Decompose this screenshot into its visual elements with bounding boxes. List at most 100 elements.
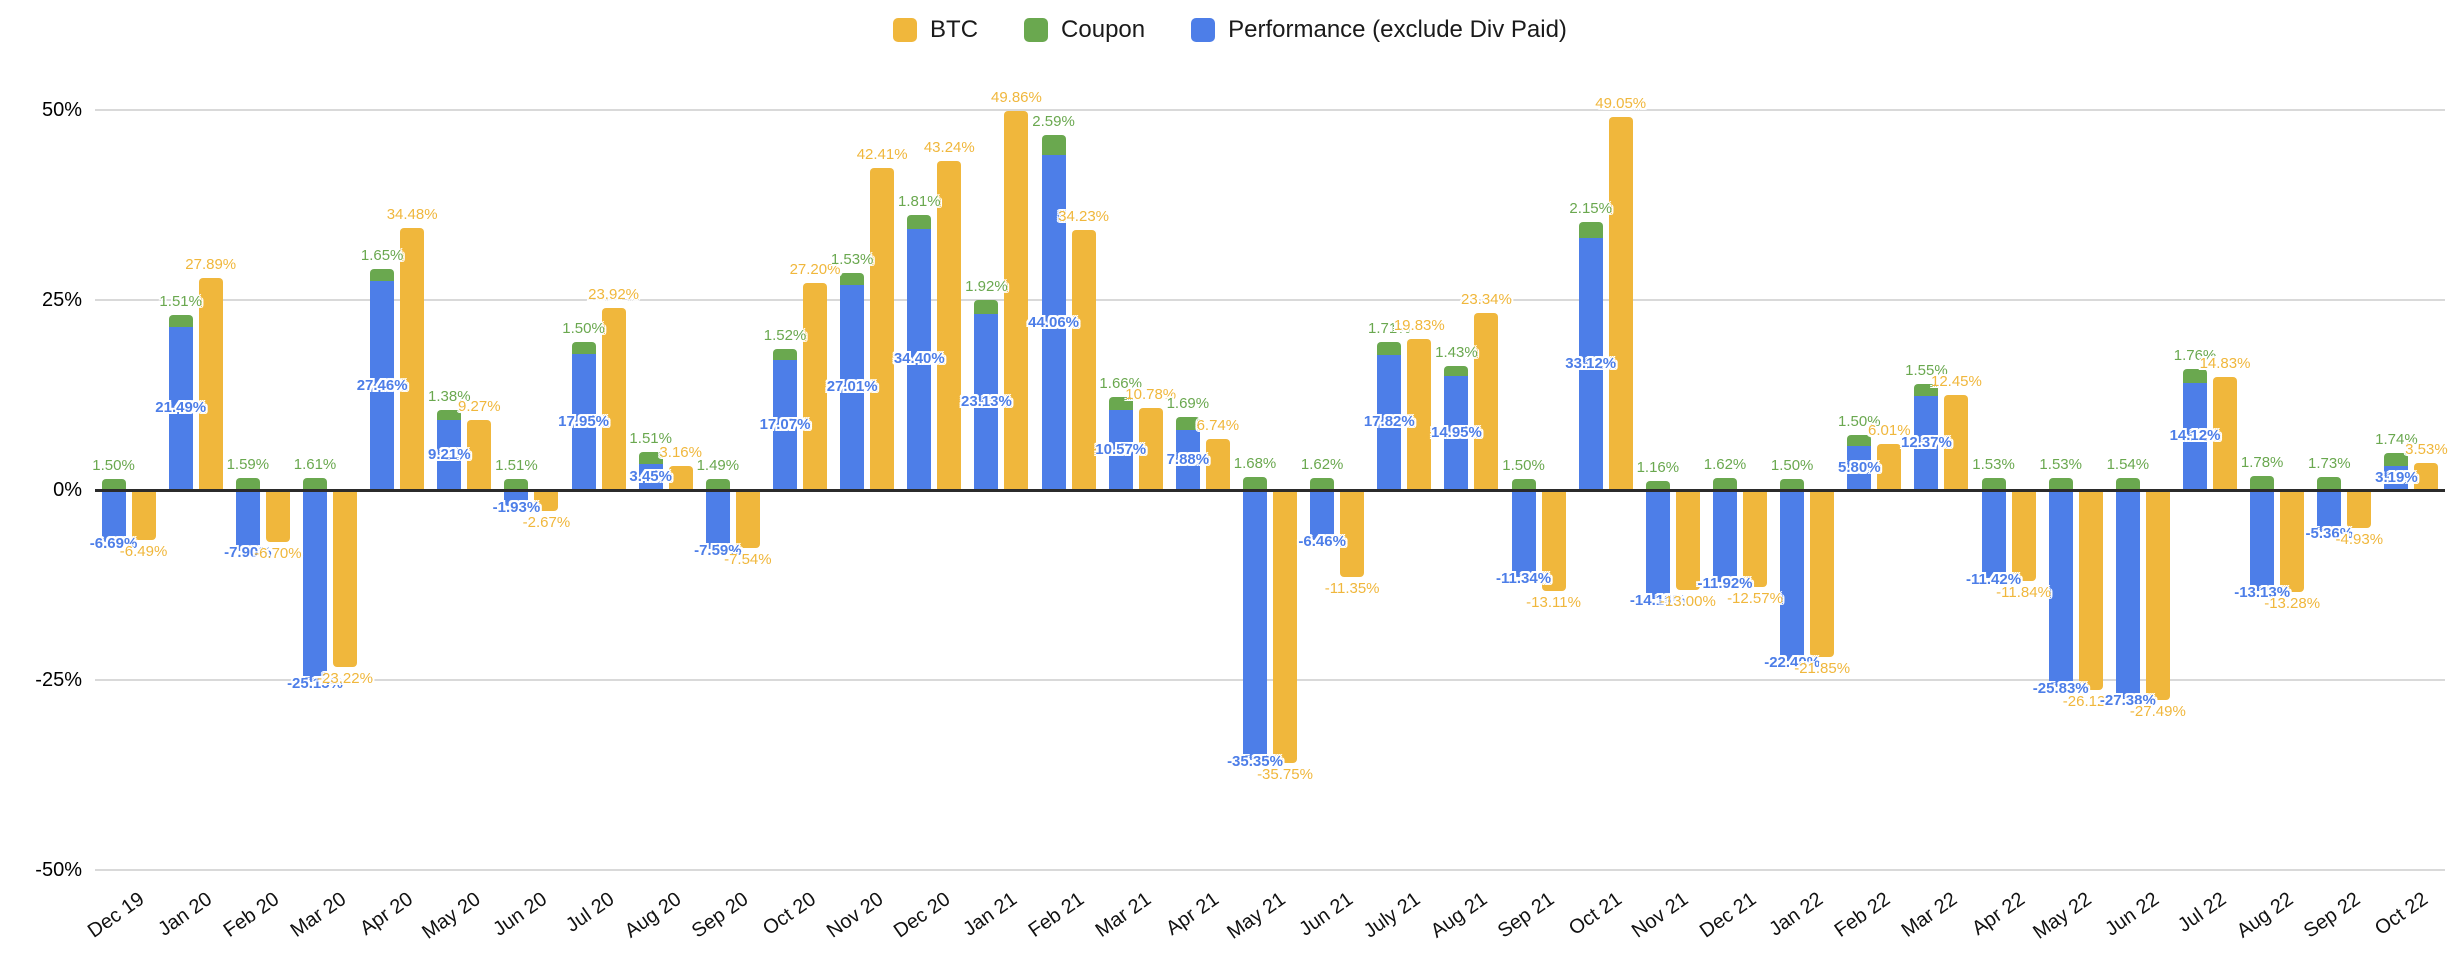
bar-btc[interactable]: [2414, 463, 2439, 490]
bar-performance[interactable]: [1713, 491, 1737, 582]
bar-performance[interactable]: [1578, 238, 1603, 490]
bar-coupon[interactable]: [1377, 341, 1402, 355]
bar-performance[interactable]: [907, 228, 932, 490]
bar-btc[interactable]: [1071, 229, 1096, 490]
bar-btc[interactable]: [1205, 438, 1230, 490]
bar-coupon[interactable]: [1175, 417, 1200, 431]
bar-coupon[interactable]: [504, 478, 529, 490]
bar-coupon[interactable]: [168, 315, 193, 327]
bar-performance[interactable]: [1175, 430, 1200, 490]
bar-coupon[interactable]: [2250, 476, 2275, 490]
bar-btc[interactable]: [803, 283, 827, 490]
bar-coupon[interactable]: [907, 214, 932, 229]
bar-performance[interactable]: [773, 360, 797, 490]
bar-coupon[interactable]: [370, 268, 395, 282]
bar-performance[interactable]: [2250, 491, 2275, 591]
bar-coupon[interactable]: [235, 477, 260, 490]
bar-btc[interactable]: [198, 278, 223, 490]
bar-btc[interactable]: [735, 491, 760, 549]
bar-performance[interactable]: [303, 491, 327, 683]
bar-performance[interactable]: [1310, 491, 1335, 541]
bar-coupon[interactable]: [840, 273, 865, 285]
bar-performance[interactable]: [1444, 376, 1469, 490]
bar-performance[interactable]: [168, 326, 193, 490]
bar-performance[interactable]: [1981, 491, 2006, 578]
bar-btc[interactable]: [265, 491, 290, 542]
bar-btc[interactable]: [2145, 491, 2170, 700]
legend-item-coupon[interactable]: Coupon: [1024, 16, 1145, 44]
bar-btc[interactable]: [601, 308, 626, 490]
bar-performance[interactable]: [2115, 491, 2140, 700]
bar-btc[interactable]: [1675, 491, 1700, 590]
bar-coupon[interactable]: [1243, 477, 1267, 490]
bar-performance[interactable]: [504, 491, 529, 506]
bar-coupon[interactable]: [2183, 369, 2207, 383]
bar-btc[interactable]: [467, 419, 492, 490]
bar-coupon[interactable]: [1511, 478, 1536, 490]
bar-btc[interactable]: [333, 491, 357, 668]
bar-performance[interactable]: [638, 463, 663, 490]
bar-performance[interactable]: [840, 284, 865, 490]
bar-performance[interactable]: [571, 353, 596, 490]
bar-coupon[interactable]: [1914, 384, 1939, 396]
bar-coupon[interactable]: [1578, 221, 1603, 239]
bar-performance[interactable]: [1914, 395, 1939, 490]
bar-performance[interactable]: [1243, 491, 1267, 760]
bar-coupon[interactable]: [773, 348, 797, 361]
bar-btc[interactable]: [668, 465, 693, 490]
bar-btc[interactable]: [131, 491, 156, 541]
bar-coupon[interactable]: [1310, 477, 1335, 490]
bar-performance[interactable]: [1645, 491, 1670, 599]
bar-coupon[interactable]: [101, 478, 126, 490]
bar-btc[interactable]: [937, 161, 962, 490]
bar-btc[interactable]: [1273, 491, 1297, 763]
bar-coupon[interactable]: [2317, 476, 2342, 490]
bar-coupon[interactable]: [437, 409, 462, 420]
bar-coupon[interactable]: [1847, 434, 1872, 446]
bar-performance[interactable]: [1511, 491, 1536, 578]
bar-performance[interactable]: [235, 491, 260, 552]
bar-btc[interactable]: [2213, 377, 2237, 490]
bar-coupon[interactable]: [1444, 365, 1469, 377]
bar-performance[interactable]: [1041, 155, 1066, 490]
bar-coupon[interactable]: [1713, 477, 1737, 490]
bar-performance[interactable]: [1847, 445, 1872, 490]
bar-performance[interactable]: [2183, 382, 2207, 490]
bar-performance[interactable]: [437, 420, 462, 490]
bar-btc[interactable]: [2347, 491, 2372, 529]
bar-coupon[interactable]: [705, 478, 730, 490]
bar-performance[interactable]: [101, 491, 126, 542]
bar-performance[interactable]: [2384, 465, 2409, 490]
bar-performance[interactable]: [2317, 491, 2342, 532]
bar-btc[interactable]: [1810, 491, 1835, 658]
bar-performance[interactable]: [370, 281, 395, 490]
legend-item-btc[interactable]: BTC: [893, 16, 978, 44]
bar-btc[interactable]: [1138, 408, 1163, 490]
bar-coupon[interactable]: [571, 342, 596, 354]
bar-btc[interactable]: [1340, 491, 1365, 578]
bar-btc[interactable]: [1743, 491, 1767, 587]
bar-btc[interactable]: [1474, 312, 1499, 490]
bar-coupon[interactable]: [974, 299, 999, 315]
bar-coupon[interactable]: [1981, 478, 2006, 490]
bar-btc[interactable]: [1877, 444, 1902, 490]
bar-coupon[interactable]: [1780, 478, 1805, 490]
bar-coupon[interactable]: [2115, 478, 2140, 490]
bar-coupon[interactable]: [2048, 478, 2073, 490]
legend-item-performance[interactable]: Performance (exclude Div Paid): [1191, 16, 1567, 44]
bar-btc[interactable]: [2078, 491, 2103, 690]
bar-performance[interactable]: [2048, 491, 2073, 688]
bar-coupon[interactable]: [2384, 452, 2409, 466]
bar-btc[interactable]: [400, 227, 425, 490]
bar-performance[interactable]: [1108, 409, 1133, 490]
bar-btc[interactable]: [1407, 339, 1432, 490]
bar-btc[interactable]: [534, 491, 559, 512]
bar-btc[interactable]: [1004, 111, 1029, 490]
bar-performance[interactable]: [1377, 354, 1402, 490]
bar-btc[interactable]: [2280, 491, 2305, 592]
bar-performance[interactable]: [974, 314, 999, 490]
bar-btc[interactable]: [1608, 117, 1633, 490]
bar-performance[interactable]: [705, 491, 730, 549]
bar-coupon[interactable]: [1645, 481, 1670, 490]
bar-coupon[interactable]: [1041, 135, 1066, 156]
